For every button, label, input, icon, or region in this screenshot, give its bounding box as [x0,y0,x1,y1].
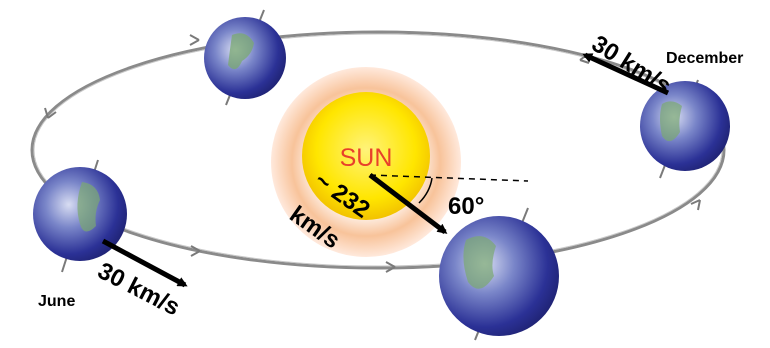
earth-velocity-arrow-december [582,52,670,96]
angle-label: 60° [448,193,484,220]
earth-land [77,182,100,232]
orbit-chevron [189,34,200,46]
earth-speed-june: 30 km/s [93,257,184,321]
orbit-chevron [44,107,57,119]
earth-speed-december: 30 km/s [587,30,676,100]
earth-top [204,9,286,106]
earth-velocity-arrow-june [101,238,188,288]
earth-december [640,79,730,179]
earth-june [33,159,127,273]
angle-arc [418,177,433,204]
earth-bottom [439,207,559,341]
earth-land [660,101,682,142]
month-label-june: June [38,293,75,310]
orbit-chevron [690,199,701,211]
earth-land [463,236,496,289]
ecliptic-reference-line [369,174,529,182]
orbit-chevron [385,261,396,273]
month-label-december: December [666,50,743,67]
sun-velocity-arrow [368,173,448,234]
sun-core [302,92,430,220]
earth-land [228,33,254,70]
earth-globe [640,81,730,171]
sun-label: SUN [340,144,393,172]
orbit-path [30,30,726,270]
earth-globe [439,216,559,336]
orbit-chevron [190,245,201,257]
